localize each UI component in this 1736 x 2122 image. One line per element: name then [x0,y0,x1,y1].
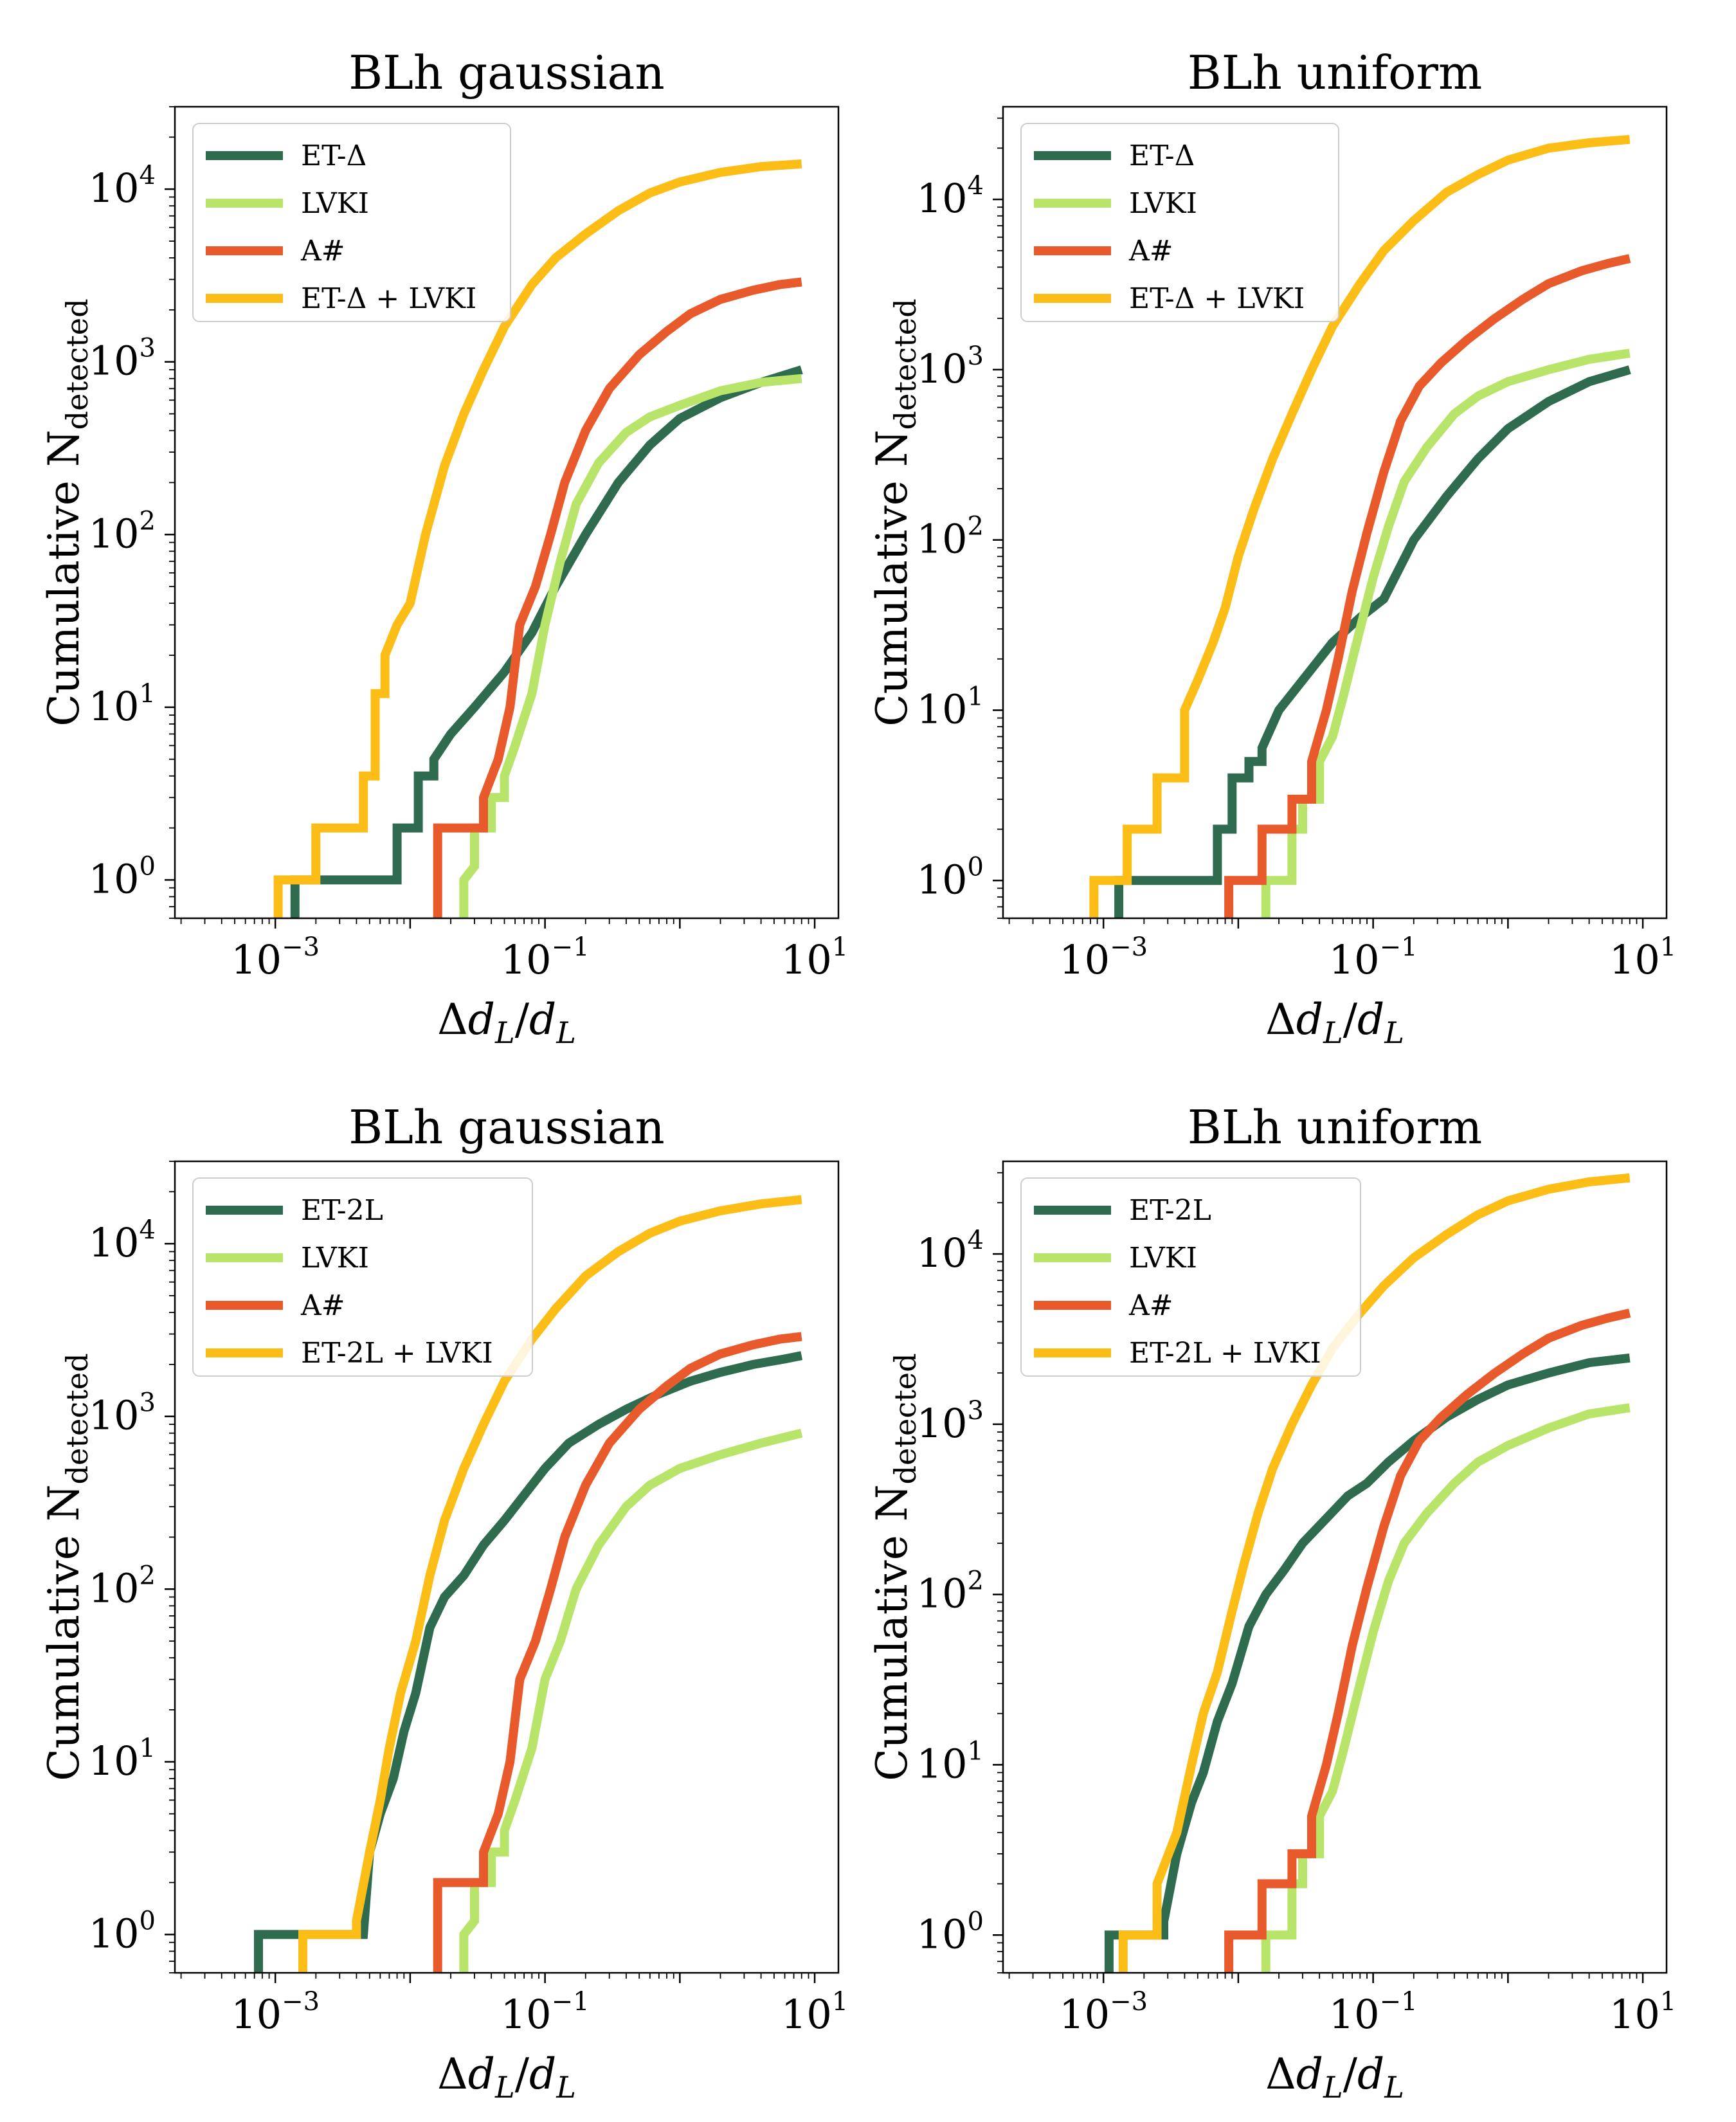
legend-label: A# [300,235,345,268]
series-line-et-2l-lvki [1118,1173,1631,1973]
y-axis-label: Cumulative Ndetected​ [867,298,923,726]
series-line-lvki [1261,1403,1631,1973]
y-tick-label: 103 [89,334,156,385]
y-tick-label: 104 [89,1215,156,1266]
x-tick-label: 10−3 [1059,1987,1148,2038]
y-tick-label: 100 [89,1906,156,1957]
axes-frame [174,1160,840,1974]
y-axis-label: Cumulative Ndetected​ [39,298,95,726]
y-tick-label: 103 [917,1396,984,1447]
series-line-lvki [1261,349,1631,918]
y-tick-label: 104 [89,161,156,212]
x-tick-label: 10−3 [231,1987,320,2038]
x-tick-label: 10−1 [501,932,590,983]
series-line-a- [1224,1309,1631,1973]
x-tick-label: 10−1 [501,1987,590,2038]
x-axis-label: ΔdL​/dL​ [1265,2049,1404,2105]
y-tick-label: 102 [917,512,984,563]
legend-label: A# [300,1289,345,1322]
series-line-et-lvki [273,159,802,918]
x-tick-label: 101 [1609,932,1676,983]
legend-label: ET-Δ + LVKI [301,282,476,315]
legend-label: ET-Δ [301,140,366,172]
legend-box [1020,123,1339,322]
x-tick-label: 101 [781,1987,848,2038]
y-axis-label: Cumulative Ndetected​ [867,1353,923,1781]
legend-box [1020,1177,1361,1377]
legend: ET-Δ LVKI A# ET-Δ + LVKI [1020,123,1339,322]
series-line-et-2l [1104,1353,1631,1973]
y-tick-label: 101 [89,1734,156,1784]
x-tick-label: 101 [1609,1987,1676,2038]
chart-title: BLh uniform [1188,1100,1482,1154]
legend-label: LVKI [301,1242,369,1274]
series-line-et- [290,365,803,918]
y-tick-label: 100 [917,1907,984,1957]
legend-box [192,123,511,322]
series-line-a- [1224,254,1631,918]
y-tick-label: 101 [89,679,156,730]
chart-panel-1: 10−3 10−1 101 100 101 102 103 104 BLh gaussian Δd… [39,46,848,1050]
x-tick-label: 10−3 [231,932,320,983]
series-line-et-lvki [1089,134,1631,918]
series-line-a- [433,1332,802,1973]
y-axis-label: Cumulative Ndetected​ [39,1353,95,1781]
y-tick-label: 102 [89,1561,156,1611]
legend-label: ET-Δ + LVKI [1129,282,1305,315]
chart-panel-4: 10−3 10−1 101 100 101 102 103 104 BLh uniform ΔdL… [867,1100,1676,2105]
legend-label: ET-2L + LVKI [1129,1337,1321,1370]
y-tick-label: 102 [89,506,156,557]
legend-label: ET-2L [301,1194,383,1227]
y-tick-label: 103 [917,341,984,392]
x-tick-label: 10−1 [1329,932,1418,983]
y-tick-label: 104 [917,171,984,222]
series-line-et- [1114,365,1631,918]
legend: ET-2L LVKI A# ET-2L + LVKI [1020,1177,1361,1377]
series-line-et-2l-lvki [298,1195,802,1973]
axes-frame [1002,105,1668,920]
x-axis-label: ΔdL​/dL​ [1265,995,1404,1050]
legend-label: LVKI [1129,187,1197,220]
series-line-a- [433,277,802,918]
legend-label: LVKI [301,187,369,220]
series-group [254,1195,803,1973]
legend-label: A# [1128,1289,1173,1322]
series-group [1104,1173,1631,1973]
chart-panel-2: 10−3 10−1 101 100 101 102 103 104 BLh uniform ΔdL… [867,46,1676,1050]
chart-title: BLh gaussian [348,1100,665,1154]
y-tick-label: 100 [917,852,984,903]
y-tick-label: 101 [917,1736,984,1787]
y-tick-label: 104 [917,1226,984,1276]
x-tick-label: 101 [781,932,848,983]
series-group [1089,134,1631,918]
x-tick-label: 10−3 [1059,932,1148,983]
x-axis-label: ΔdL​/dL​ [437,2049,576,2105]
legend-box [192,1177,533,1377]
chart-panel-3: 10−3 10−1 101 100 101 102 103 104 BLh gaussian Δd… [39,1100,848,2105]
series-group [273,159,803,918]
legend-label: LVKI [1129,1242,1197,1274]
legend-label: ET-Δ [1129,140,1195,172]
legend: ET-2L LVKI A# ET-2L + LVKI [192,1177,533,1377]
axes-frame [174,105,840,920]
y-tick-label: 103 [89,1388,156,1439]
legend-label: A# [1128,235,1173,268]
legend: ET-Δ LVKI A# ET-Δ + LVKI [192,123,511,322]
y-tick-label: 101 [917,682,984,732]
chart-title: BLh gaussian [348,46,665,100]
chart-title: BLh uniform [1188,46,1482,100]
y-tick-label: 100 [89,851,156,902]
x-axis-label: ΔdL​/dL​ [437,995,576,1050]
y-tick-label: 102 [917,1566,984,1617]
legend-label: ET-2L + LVKI [301,1337,493,1370]
axes-frame [1002,1160,1668,1974]
legend-label: ET-2L [1129,1194,1211,1227]
x-tick-label: 10−1 [1329,1987,1418,2038]
